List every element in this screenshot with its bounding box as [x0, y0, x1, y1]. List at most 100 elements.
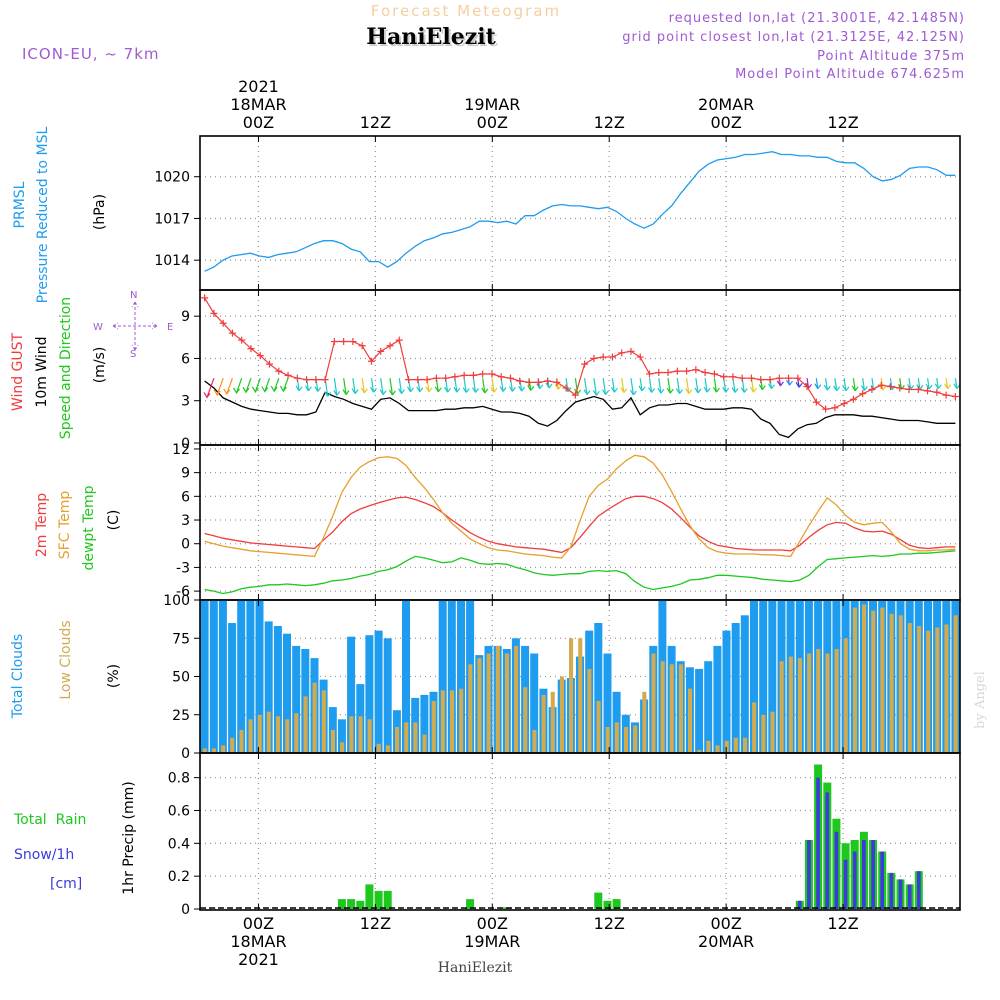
wind-arrow [388, 378, 396, 396]
wind-arrow [406, 378, 414, 393]
wind-arrow [851, 378, 859, 392]
gust-marker [303, 376, 311, 384]
total-cloud-bar [264, 621, 273, 753]
time-bottom-year: 2021 [238, 950, 279, 969]
low-cloud-bar [944, 624, 949, 753]
low-cloud-bar [633, 725, 638, 753]
total-cloud-bar [383, 638, 392, 754]
snow-bar [889, 872, 894, 909]
total-cloud-bar [218, 600, 227, 753]
time-bottom-day: 18MAR [230, 932, 286, 951]
gust-marker [655, 369, 663, 377]
snow-bar [852, 851, 857, 909]
wind-arrow [379, 378, 387, 395]
gust-marker [766, 376, 774, 384]
wind-arrow [833, 378, 841, 392]
gust-marker [775, 374, 783, 382]
low-cloud-bar [404, 722, 409, 753]
wind-arrow [295, 378, 303, 392]
low-cloud-bar [926, 630, 931, 753]
gust-marker [386, 342, 394, 350]
low-cloud-bar [788, 656, 793, 753]
wind-arrow [785, 378, 793, 386]
wind-arrow [749, 378, 757, 393]
y-tick-label: 0.4 [168, 836, 190, 852]
gust-marker [256, 352, 264, 360]
model-point-altitude: Model Point Altitude 674.625m [735, 67, 965, 82]
gust-marker [367, 357, 375, 365]
low-cloud-bar [221, 745, 226, 753]
time-top-day: 19MAR [464, 95, 520, 114]
gust-marker [812, 398, 820, 406]
gust-marker [636, 353, 644, 361]
gust-marker [683, 367, 691, 375]
rain-bar [594, 892, 603, 909]
wind-arrow [270, 377, 280, 393]
y-tick-label: 1014 [154, 253, 190, 269]
panel-3: -6 -3 0 3 6 9 12 [172, 442, 961, 601]
gust-marker [794, 374, 802, 382]
time-top-day: 18MAR [230, 95, 286, 114]
watermark: by Angel [973, 671, 988, 729]
wind-arrow [342, 378, 350, 395]
gust-marker [599, 353, 607, 361]
wind-arrow [823, 378, 831, 391]
total-cloud-bar [704, 661, 713, 753]
wind-arrow [731, 378, 739, 393]
wind-arrow [814, 378, 822, 390]
gust-marker [933, 388, 941, 396]
snow-unit: [cm] [50, 876, 82, 892]
gust-marker [738, 374, 746, 382]
time-top-hour: 00Z [477, 113, 508, 132]
gust-marker [720, 373, 728, 381]
y-tick-label: 1017 [154, 211, 190, 227]
low-cloud-bar [504, 653, 509, 753]
rain-bar [337, 899, 346, 909]
gust-marker [201, 294, 209, 302]
y-tick-label: -3 [176, 560, 190, 576]
wind-arrow [703, 378, 711, 393]
gust-marker [553, 378, 561, 386]
wind-arrow [934, 378, 942, 390]
low-cloud-bar [898, 615, 903, 753]
gust-marker [469, 371, 477, 379]
gust-marker [266, 360, 274, 368]
gust-marker [210, 309, 218, 317]
low-cloud-bar [303, 696, 308, 753]
time-top-year: 2021 [238, 77, 279, 96]
gust-marker [460, 371, 468, 379]
wind-arrow [251, 378, 261, 394]
time-bottom-hour: 12Z [360, 914, 391, 933]
low-cloud-bar [532, 730, 537, 753]
low-cloud-bar [761, 714, 766, 754]
low-cloud-bar [889, 613, 894, 753]
low-cloud-bar [376, 743, 381, 753]
total-cloud-bar [722, 630, 731, 753]
low-cloud-bar [340, 742, 345, 753]
pressure-legend-short: PRMSL [12, 181, 28, 228]
wind-arrow [545, 378, 553, 389]
gust-marker [321, 376, 329, 384]
y-tick-label: 9 [181, 466, 190, 482]
total-cloud-bar [292, 645, 301, 753]
temp-sfc-legend: SFC Temp [57, 491, 73, 560]
gust-marker [330, 338, 338, 346]
wind-legend: Wind GUST 10m Wind Speed and Direction (… [10, 290, 173, 439]
wind-gust-legend: Wind GUST [10, 332, 26, 411]
gust-marker [785, 374, 793, 382]
gust-marker [951, 393, 959, 400]
wind-arrow [953, 378, 961, 390]
low-cloud-bar [266, 711, 271, 753]
total-cloud-bar [438, 600, 447, 753]
pressure-unit: (hPa) [92, 194, 108, 230]
low-cloud-bar [715, 745, 720, 753]
rain-bar [374, 890, 383, 909]
total-cloud-bar [402, 600, 410, 753]
y-tick-label: 0 [181, 902, 190, 918]
compass-w: W [93, 322, 103, 333]
total-cloud-bar [365, 635, 374, 753]
time-top-hour: 12Z [594, 113, 625, 132]
low-cloud-bar [431, 701, 436, 753]
rain-bar [612, 899, 621, 909]
